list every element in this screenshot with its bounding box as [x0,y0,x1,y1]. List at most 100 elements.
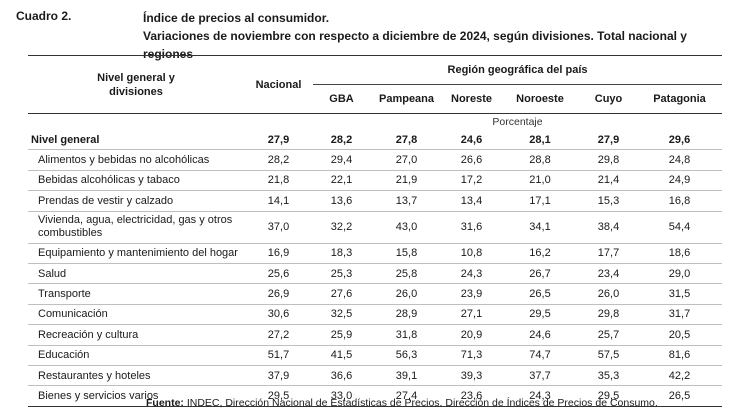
header-region: Región geográfica del país [313,55,723,85]
cell-gba: 32,2 [313,211,370,244]
table-row: Nivel general 27,9 28,2 27,8 24,6 28,1 2… [28,130,723,151]
cell-pampeana: 43,0 [370,211,443,244]
row-label: Bebidas alcohólicas y tabaco [28,170,244,192]
cell-cuyo: 23,4 [580,263,637,285]
cell-gba: 13,6 [313,190,370,212]
cell-noroeste: 24,6 [500,324,580,346]
cell-noroeste: 26,5 [500,283,580,305]
cell-pampeana: 28,9 [370,304,443,326]
cell-cuyo: 29,5 [580,385,637,407]
row-label: Bienes y servicios varios [28,385,244,407]
header-region-cuyo: Cuyo [580,84,637,114]
table-row: Transporte 26,9 27,6 26,0 23,9 26,5 26,0… [28,283,723,305]
cell-patagonia: 31,5 [637,283,723,305]
cell-cuyo: 29,8 [580,149,637,171]
header-region-noreste: Noreste [443,84,500,114]
cell-pampeana: 31,8 [370,324,443,346]
table-row: Salud 25,6 25,3 25,8 24,3 26,7 23,4 29,0 [28,263,723,285]
cell-pampeana: 27,4 [370,385,443,407]
cell-noreste: 20,9 [443,324,500,346]
cell-noreste: 31,6 [443,211,500,244]
cell-noreste: 10,8 [443,243,500,264]
cell-patagonia: 24,9 [637,170,723,192]
cell-cuyo: 26,0 [580,283,637,305]
row-label: Salud [28,263,244,285]
cell-pampeana: 26,0 [370,283,443,305]
table-row: Recreación y cultura 27,2 25,9 31,8 20,9… [28,324,723,346]
cell-patagonia: 54,4 [637,211,723,244]
cell-patagonia: 18,6 [637,243,723,264]
header-nacional: Nacional [244,55,313,114]
cell-noreste: 71,3 [443,345,500,366]
cell-patagonia: 42,2 [637,365,723,387]
cell-pampeana: 27,8 [370,130,443,151]
cell-nacional: 27,2 [244,324,313,346]
header-divisions: Nivel general y divisiones [28,55,244,114]
cell-nacional: 25,6 [244,263,313,285]
cell-nacional: 16,9 [244,243,313,264]
cell-nacional: 26,9 [244,283,313,305]
cell-gba: 27,6 [313,283,370,305]
unit-label: Porcentaje [492,116,543,128]
table-row: Prendas de vestir y calzado 14,1 13,6 13… [28,190,723,212]
cell-nacional: 29,5 [244,385,313,407]
cell-patagonia: 20,5 [637,324,723,346]
cell-nacional: 21,8 [244,170,313,192]
cell-noroeste: 34,1 [500,211,580,244]
cell-noreste: 39,3 [443,365,500,387]
row-label: Equipamiento y mantenimiento del hogar [28,243,244,264]
header-divisions-line-2: divisiones [109,85,163,98]
cell-cuyo: 57,5 [580,345,637,366]
cell-patagonia: 24,8 [637,149,723,171]
table-row: Equipamiento y mantenimiento del hogar 1… [28,243,723,264]
cell-patagonia: 29,0 [637,263,723,285]
row-label: Prendas de vestir y calzado [28,190,244,212]
cell-gba: 41,5 [313,345,370,366]
source-note: Fuente: INDEC, Dirección Nacional de Est… [146,397,658,409]
cell-gba: 22,1 [313,170,370,192]
cell-nacional: 14,1 [244,190,313,212]
cell-noreste: 27,1 [443,304,500,326]
cell-pampeana: 27,0 [370,149,443,171]
cell-noroeste: 16,2 [500,243,580,264]
cell-pampeana: 56,3 [370,345,443,366]
table-number: Cuadro 2. [16,9,72,23]
cell-gba: 25,9 [313,324,370,346]
row-label: Comunicación [28,304,244,326]
header-divisions-line-1: Nivel general y [97,71,175,84]
cell-noreste: 13,4 [443,190,500,212]
cell-cuyo: 27,9 [580,130,637,151]
cell-nacional: 28,2 [244,149,313,171]
cell-gba: 32,5 [313,304,370,326]
cell-noreste: 17,2 [443,170,500,192]
cell-cuyo: 21,4 [580,170,637,192]
cell-noroeste: 24,3 [500,385,580,407]
cell-gba: 33,0 [313,385,370,407]
cell-noroeste: 37,7 [500,365,580,387]
cell-nacional: 51,7 [244,345,313,366]
header-region-patagonia: Patagonia [637,84,723,114]
cell-patagonia: 26,5 [637,385,723,407]
cell-patagonia: 31,7 [637,304,723,326]
title-line-1: Índice de precios al consumidor. [143,11,330,25]
cell-noroeste: 28,8 [500,149,580,171]
price-index-table: Nivel general y divisiones Nacional Regi… [28,55,723,407]
cell-pampeana: 15,8 [370,243,443,264]
cell-cuyo: 35,3 [580,365,637,387]
cell-noroeste: 26,7 [500,263,580,285]
cell-gba: 36,6 [313,365,370,387]
row-label: Alimentos y bebidas no alcohólicas [28,149,244,171]
row-label: Transporte [28,283,244,305]
table-row: Educación 51,7 41,5 56,3 71,3 74,7 57,5 … [28,345,723,366]
table-row: Vivienda, agua, electricidad, gas y otro… [28,211,723,244]
table-row: Alimentos y bebidas no alcohólicas 28,2 … [28,149,723,171]
cell-nacional: 37,0 [244,211,313,244]
cell-noreste: 24,3 [443,263,500,285]
cell-cuyo: 25,7 [580,324,637,346]
cell-pampeana: 13,7 [370,190,443,212]
table-row: Restaurantes y hoteles 37,9 36,6 39,1 39… [28,365,723,387]
cell-cuyo: 17,7 [580,243,637,264]
header-region-gba: GBA [313,84,370,114]
row-label: Educación [28,345,244,366]
source-text: INDEC, Dirección Nacional de Estadística… [186,397,658,409]
